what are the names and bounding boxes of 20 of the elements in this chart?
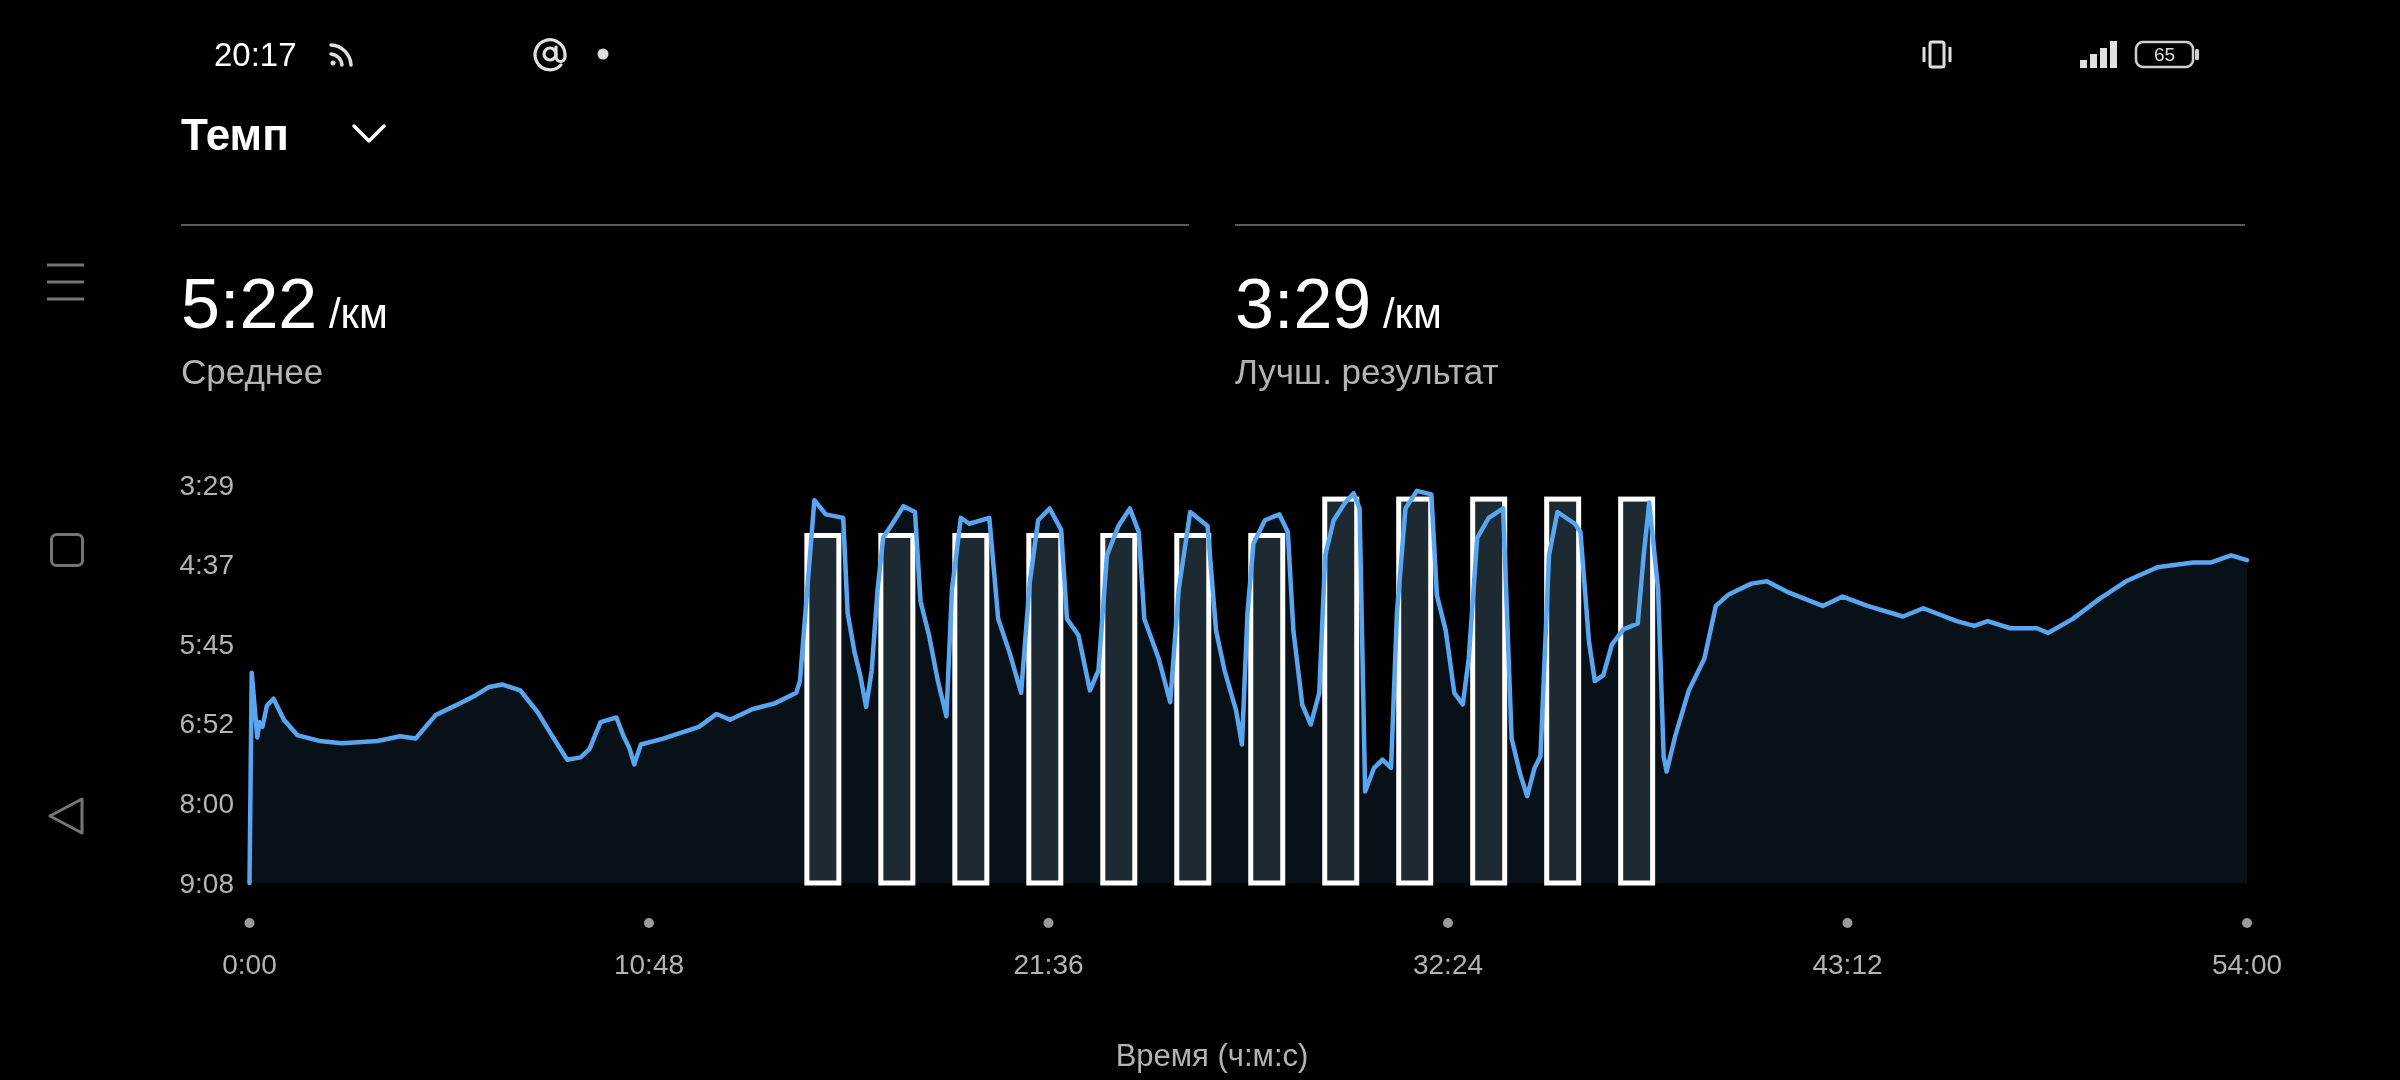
text: 5:22 /км: [181, 265, 388, 343]
text: 3:29 /км: [1235, 265, 1442, 343]
y-tick-label: 4:37: [179, 549, 234, 581]
y-tick-label: 3:29: [179, 469, 234, 501]
chart-title: Темп: [181, 110, 289, 159]
x-tick-label: 21:36: [1013, 948, 1084, 980]
text: Среднее: [181, 352, 324, 391]
text: 65: [2153, 43, 2176, 65]
y-tick-label: 5:45: [179, 629, 234, 661]
y-tick-label: 6:52: [179, 707, 234, 739]
x-tick-label: 43:12: [1812, 948, 1883, 980]
x-tick-label: 32:24: [1412, 948, 1484, 980]
x-tick-label: 10:48: [613, 948, 685, 980]
x-axis-title: Время (ч:м:с): [1115, 1038, 1309, 1073]
y-tick-label: 8:00: [179, 787, 234, 819]
text: 20:17: [214, 36, 297, 73]
x-tick-label: 0:00: [222, 948, 277, 980]
y-tick-label: 9:08: [179, 867, 234, 899]
x-tick-label: 54:00: [2211, 948, 2283, 980]
text: Лучш. результат: [1235, 352, 1499, 391]
